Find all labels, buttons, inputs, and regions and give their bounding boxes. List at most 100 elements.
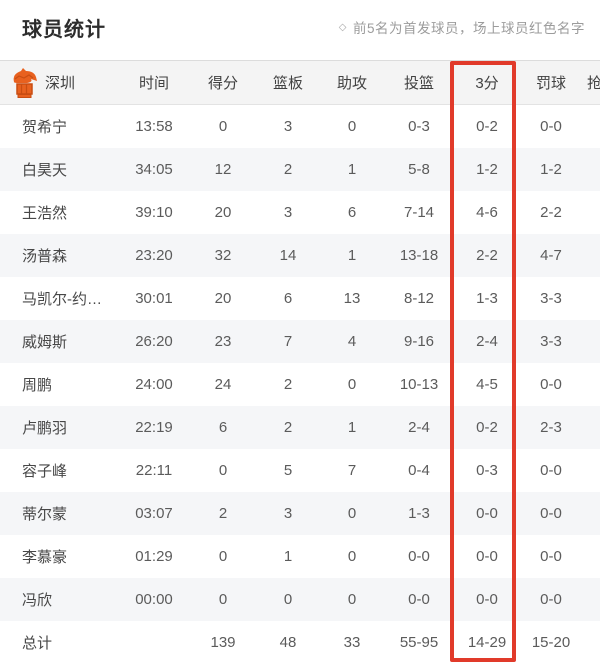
stat-time-cell: 01:29: [135, 548, 173, 565]
stat-rebounds-cell: 3: [283, 204, 293, 221]
table-row[interactable]: 威姆斯 26:20 23 7 4 9-16 2-4 3-3: [0, 320, 600, 363]
table-row[interactable]: 李慕豪 01:29 0 1 0 0-0 0-0 0-0: [0, 535, 600, 578]
stat-ft-cell: 4-7: [540, 247, 562, 264]
player-name: 汤普森: [22, 248, 68, 265]
player-name: 蒂尔蒙: [22, 506, 68, 523]
stat-fg-cell: 1-3: [408, 505, 430, 522]
team-name: 深圳: [45, 75, 76, 92]
stat-assists-cell: 0: [347, 548, 357, 565]
player-stats-table: 深圳 时间 得分 篮板 助攻 投篮 3分 罚球 抢断 贺希宁 13:58 0 3 0 0-3 0-2 0-0…: [0, 60, 600, 664]
stat-three-cell: 0-0: [476, 505, 498, 522]
totals-three-cell: 14-29: [467, 634, 507, 651]
player-name: 容子峰: [22, 463, 68, 480]
player-name: 卢鹏羽: [22, 420, 68, 437]
totals-ft-cell: 15-20: [531, 634, 571, 651]
stat-ft-cell: 0-0: [540, 376, 562, 393]
stat-rebounds-cell: 2: [283, 376, 293, 393]
stat-fg-cell: 0-0: [408, 548, 430, 565]
table-row[interactable]: 冯欣 00:00 0 0 0 0-0 0-0 0-0: [0, 578, 600, 621]
column-header-steals: 抢断: [586, 75, 600, 92]
stat-time-cell: 30:01: [135, 290, 173, 307]
legend-note: ◇ 前5名为首发球员，场上球员红色名字: [339, 17, 585, 37]
team-header-cell: 深圳: [0, 67, 118, 99]
stat-rebounds-cell: 14: [279, 247, 297, 264]
stat-three-cell: 0-2: [476, 118, 498, 135]
table-row[interactable]: 贺希宁 13:58 0 3 0 0-3 0-2 0-0: [0, 105, 600, 148]
table-row[interactable]: 白昊天 34:05 12 2 1 5-8 1-2 1-2: [0, 148, 600, 191]
stat-time-cell: 26:20: [135, 333, 173, 350]
totals-label: 总计: [22, 635, 53, 652]
stat-rebounds-cell: 7: [283, 333, 293, 350]
stat-points-cell: 0: [218, 118, 228, 135]
stat-points-cell: 0: [218, 548, 228, 565]
player-name: 周鹏: [22, 377, 53, 394]
stat-time-cell: 00:00: [135, 591, 173, 608]
stat-points-cell: 32: [214, 247, 232, 264]
stat-time-cell: 39:10: [135, 204, 173, 221]
note-bullet-icon: ◇: [338, 21, 347, 33]
stat-rebounds-cell: 2: [283, 419, 293, 436]
stat-ft-cell: 3-3: [540, 333, 562, 350]
table-row[interactable]: 卢鹏羽 22:19 6 2 1 2-4 0-2 2-3: [0, 406, 600, 449]
stat-assists-cell: 7: [347, 462, 357, 479]
stat-points-cell: 6: [218, 419, 228, 436]
stat-points-cell: 20: [214, 204, 232, 221]
stat-time-cell: 34:05: [135, 161, 173, 178]
totals-fg-cell: 55-95: [399, 634, 439, 651]
table-row[interactable]: 汤普森 23:20 32 14 1 13-18 2-2 4-7: [0, 234, 600, 277]
stat-rebounds-cell: 5: [283, 462, 293, 479]
stat-time-cell: 24:00: [135, 376, 173, 393]
stat-fg-cell: 8-12: [403, 290, 435, 307]
column-header-ft: 罚球: [535, 75, 566, 92]
player-name: 李慕豪: [22, 549, 68, 566]
column-header-points: 得分: [207, 75, 238, 92]
stat-assists-cell: 1: [347, 419, 357, 436]
stat-ft-cell: 0-0: [540, 591, 562, 608]
stat-three-cell: 0-0: [476, 548, 498, 565]
column-header-time: 时间: [138, 75, 169, 92]
stat-assists-cell: 0: [347, 505, 357, 522]
table-row[interactable]: 蒂尔蒙 03:07 2 3 0 1-3 0-0 0-0: [0, 492, 600, 535]
stat-fg-cell: 2-4: [408, 419, 430, 436]
stat-ft-cell: 2-3: [540, 419, 562, 436]
stat-time-cell: 23:20: [135, 247, 173, 264]
stat-points-cell: 24: [214, 376, 232, 393]
stat-rebounds-cell: 2: [283, 161, 293, 178]
stat-assists-cell: 1: [347, 161, 357, 178]
stat-time-cell: 22:11: [135, 462, 173, 479]
stat-ft-cell: 1-2: [540, 161, 562, 178]
player-name: 冯欣: [22, 592, 53, 609]
stat-fg-cell: 13-18: [399, 247, 439, 264]
stat-assists-cell: 6: [347, 204, 357, 221]
column-header-rebounds: 篮板: [272, 75, 303, 92]
stat-fg-cell: 9-16: [403, 333, 435, 350]
stat-assists-cell: 0: [347, 118, 357, 135]
team-logo-icon: [13, 67, 37, 98]
stat-three-cell: 0-0: [476, 591, 498, 608]
stat-rebounds-cell: 3: [283, 505, 293, 522]
totals-points-cell: 139: [210, 634, 236, 651]
player-name: 白昊天: [22, 162, 68, 179]
stat-points-cell: 0: [218, 462, 228, 479]
stat-rebounds-cell: 1: [283, 548, 293, 565]
table-row[interactable]: 容子峰 22:11 0 5 7 0-4 0-3 0-0: [0, 449, 600, 492]
totals-row: 总计 139 48 33 55-95 14-29 15-20: [0, 621, 600, 664]
player-name: 威姆斯: [22, 334, 68, 351]
stat-assists-cell: 4: [347, 333, 357, 350]
table-row[interactable]: 周鹏 24:00 24 2 0 10-13 4-5 0-0: [0, 363, 600, 406]
page-header: 球员统计 ◇ 前5名为首发球员，场上球员红色名字: [0, 0, 600, 60]
table-row[interactable]: 马凯尔-约… 30:01 20 6 13 8-12 1-3 3-3: [0, 277, 600, 320]
stat-fg-cell: 0-0: [408, 591, 430, 608]
stat-three-cell: 2-4: [476, 333, 498, 350]
table-row[interactable]: 王浩然 39:10 20 3 6 7-14 4-6 2-2: [0, 191, 600, 234]
stat-fg-cell: 10-13: [399, 376, 439, 393]
stat-assists-cell: 1: [347, 247, 357, 264]
stat-points-cell: 23: [214, 333, 232, 350]
stat-three-cell: 0-2: [476, 419, 498, 436]
stat-points-cell: 20: [214, 290, 232, 307]
stat-points-cell: 0: [218, 591, 228, 608]
stat-rebounds-cell: 3: [283, 118, 293, 135]
stat-three-cell: 2-2: [476, 247, 498, 264]
stat-ft-cell: 2-2: [540, 204, 562, 221]
page-title: 球员统计: [22, 18, 106, 41]
